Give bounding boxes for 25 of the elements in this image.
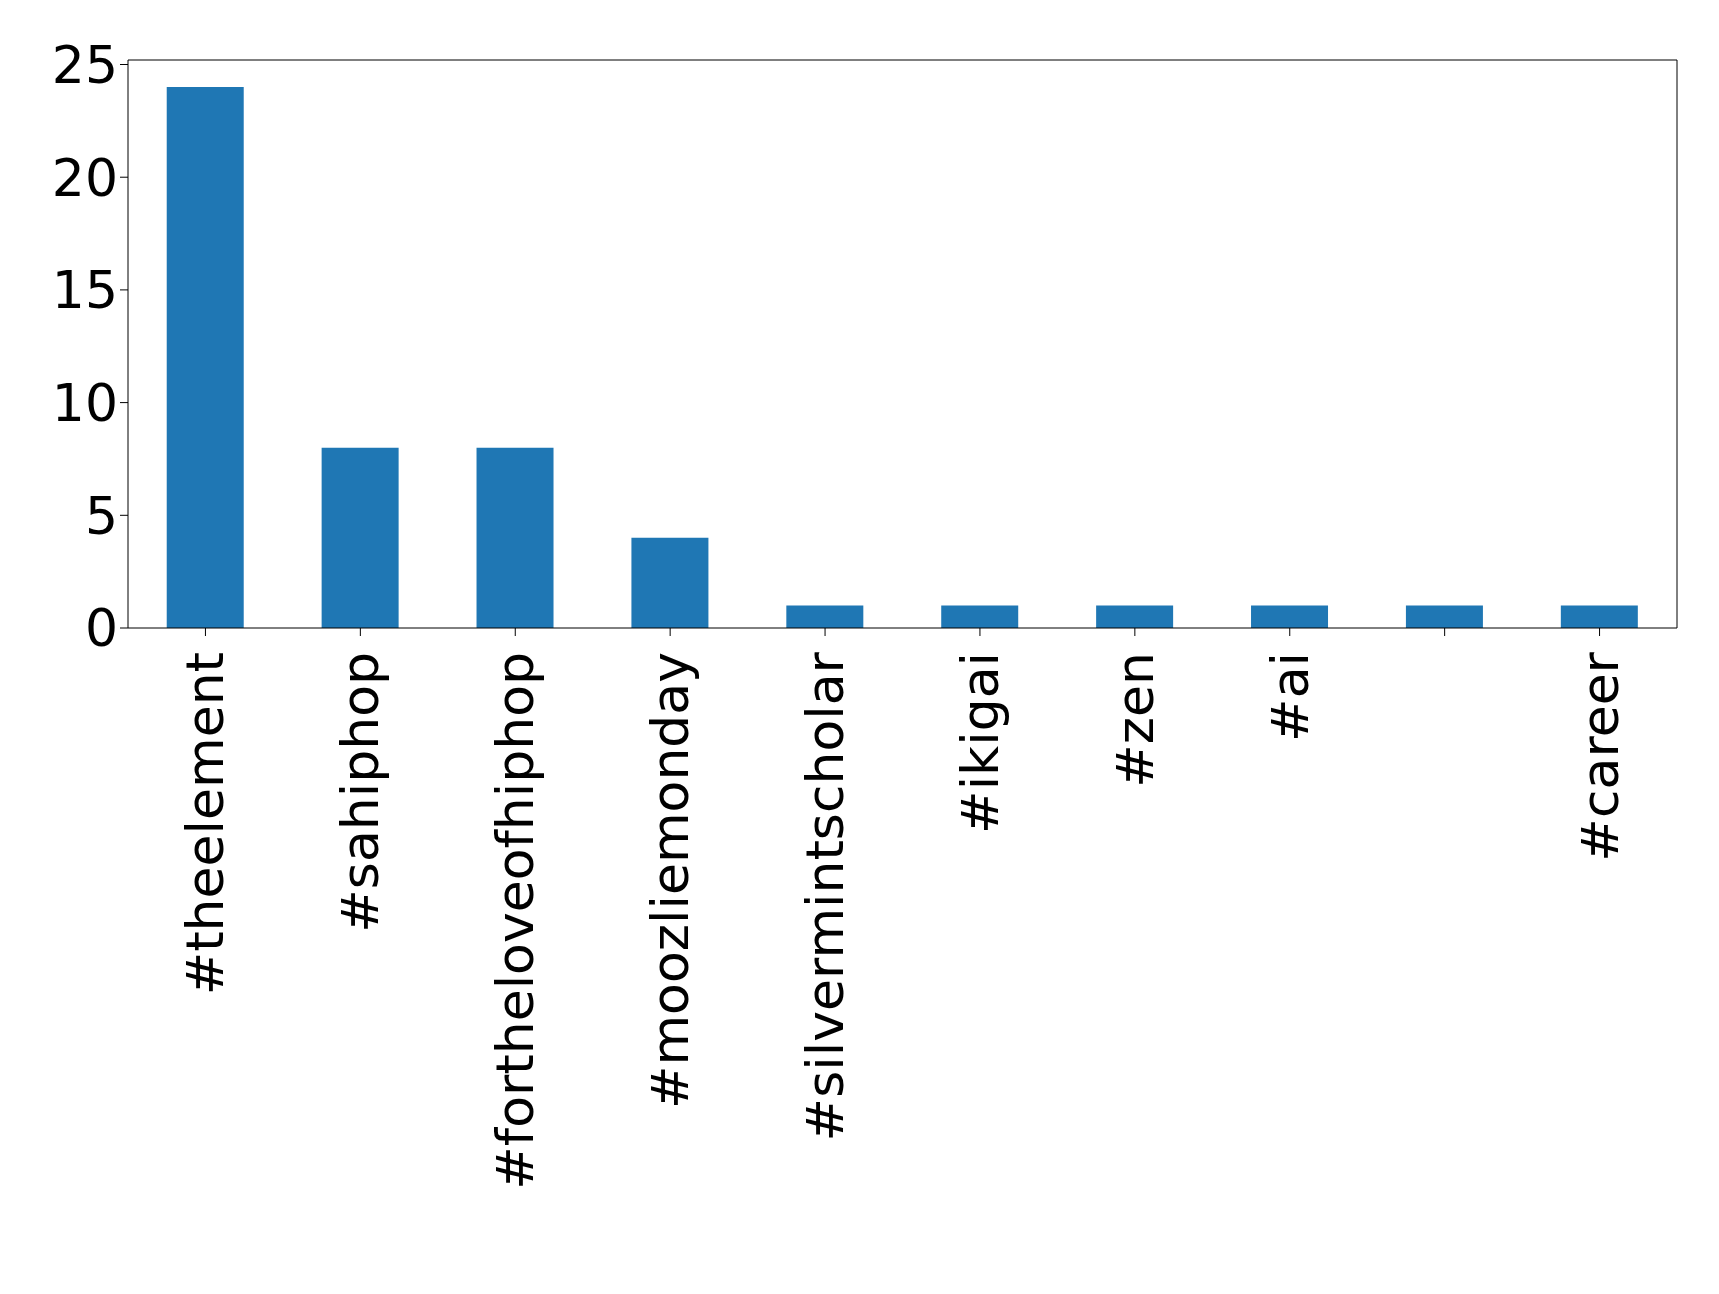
bar <box>476 447 554 628</box>
x-tick-label: #fortheloveofhiphop <box>485 652 546 1190</box>
bar <box>1251 605 1329 628</box>
x-tick-label: #silvermintscholar <box>795 651 856 1142</box>
x-tick-label: #zen <box>1104 652 1165 788</box>
bar <box>166 87 244 628</box>
y-tick-label: 25 <box>51 34 118 95</box>
bar <box>1560 605 1638 628</box>
x-tick-label: #moozliemonday <box>640 652 701 1110</box>
y-tick-label: 5 <box>84 485 118 546</box>
bar <box>1405 605 1483 628</box>
bar <box>941 605 1019 628</box>
x-tick-label: #theelement <box>175 652 236 996</box>
x-tick-label: #career <box>1569 651 1630 862</box>
x-tick-label: #sahiphop <box>330 652 391 933</box>
bar <box>321 447 399 628</box>
bar <box>786 605 864 628</box>
bar <box>631 537 709 628</box>
y-tick-label: 10 <box>51 373 118 434</box>
x-tick-label: #ai <box>1259 652 1320 742</box>
y-tick-label: 20 <box>51 147 118 208</box>
x-tick-label: #ikigai <box>949 652 1010 834</box>
y-tick-label: 0 <box>84 598 118 659</box>
y-tick-label: 15 <box>51 260 118 321</box>
bar <box>1096 605 1174 628</box>
